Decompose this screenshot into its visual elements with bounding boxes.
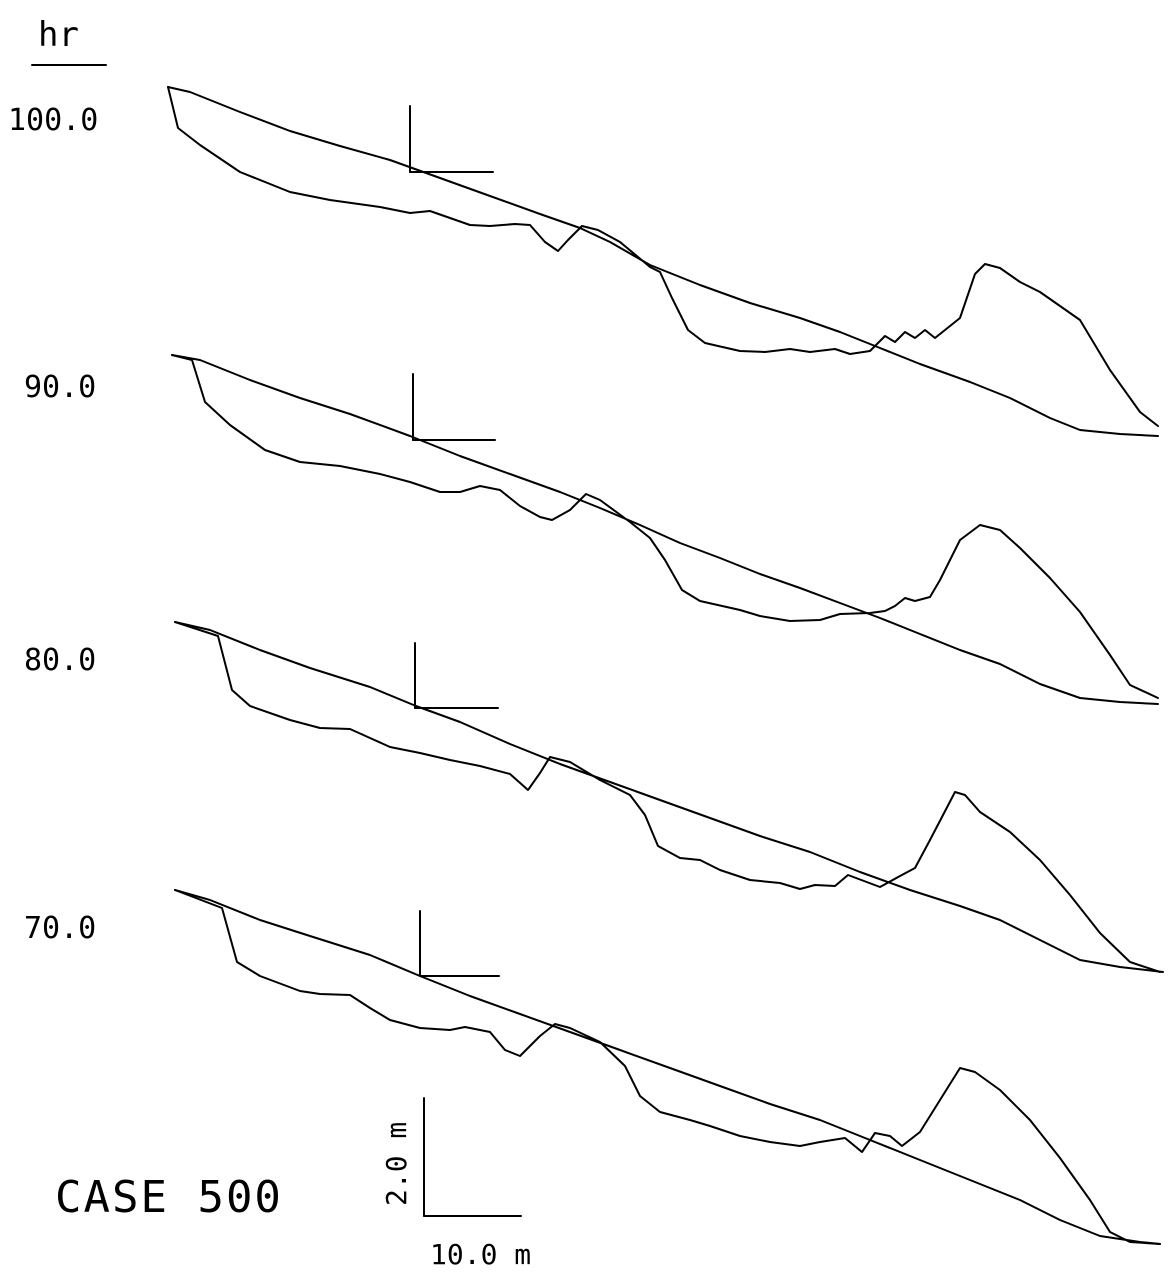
time-label-100: 100.0: [8, 103, 98, 138]
time-unit-label: hr: [38, 15, 79, 55]
measured-profile-line: [171, 354, 1159, 699]
profile-100: [167, 86, 1159, 437]
initial-profile-line: [167, 86, 1159, 437]
initial-profile-line: [171, 354, 1159, 705]
time-label-80: 80.0: [24, 643, 96, 678]
measured-profile-line: [167, 86, 1159, 427]
case-label: CASE 500: [55, 1172, 283, 1223]
scale-horizontal-label: 10.0 m: [430, 1238, 531, 1271]
time-label-90: 90.0: [24, 370, 96, 405]
initial-profile-line: [174, 889, 1161, 1245]
measured-profile-line: [174, 889, 1161, 1245]
measured-profile-line: [174, 621, 1161, 973]
time-label-70: 70.0: [24, 911, 96, 946]
profile-80: [174, 621, 1164, 973]
profile-90: [171, 354, 1159, 705]
profile-70: [174, 889, 1161, 1245]
scale-bar: 2.0 m 10.0 m: [380, 1097, 531, 1271]
scale-vertical-label: 2.0 m: [380, 1122, 413, 1206]
initial-profile-line: [174, 621, 1164, 973]
